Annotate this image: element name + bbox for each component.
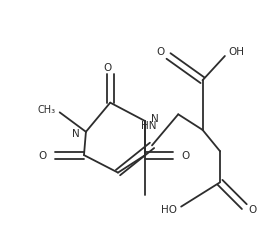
Text: N: N bbox=[151, 114, 159, 124]
Text: O: O bbox=[248, 204, 256, 214]
Text: O: O bbox=[156, 47, 165, 57]
Text: OH: OH bbox=[229, 47, 245, 57]
Text: N: N bbox=[72, 128, 80, 138]
Text: O: O bbox=[103, 62, 111, 72]
Text: CH₃: CH₃ bbox=[38, 105, 56, 115]
Text: O: O bbox=[39, 150, 47, 160]
Text: O: O bbox=[181, 150, 189, 160]
Text: HN: HN bbox=[141, 120, 157, 130]
Text: HO: HO bbox=[161, 204, 177, 214]
